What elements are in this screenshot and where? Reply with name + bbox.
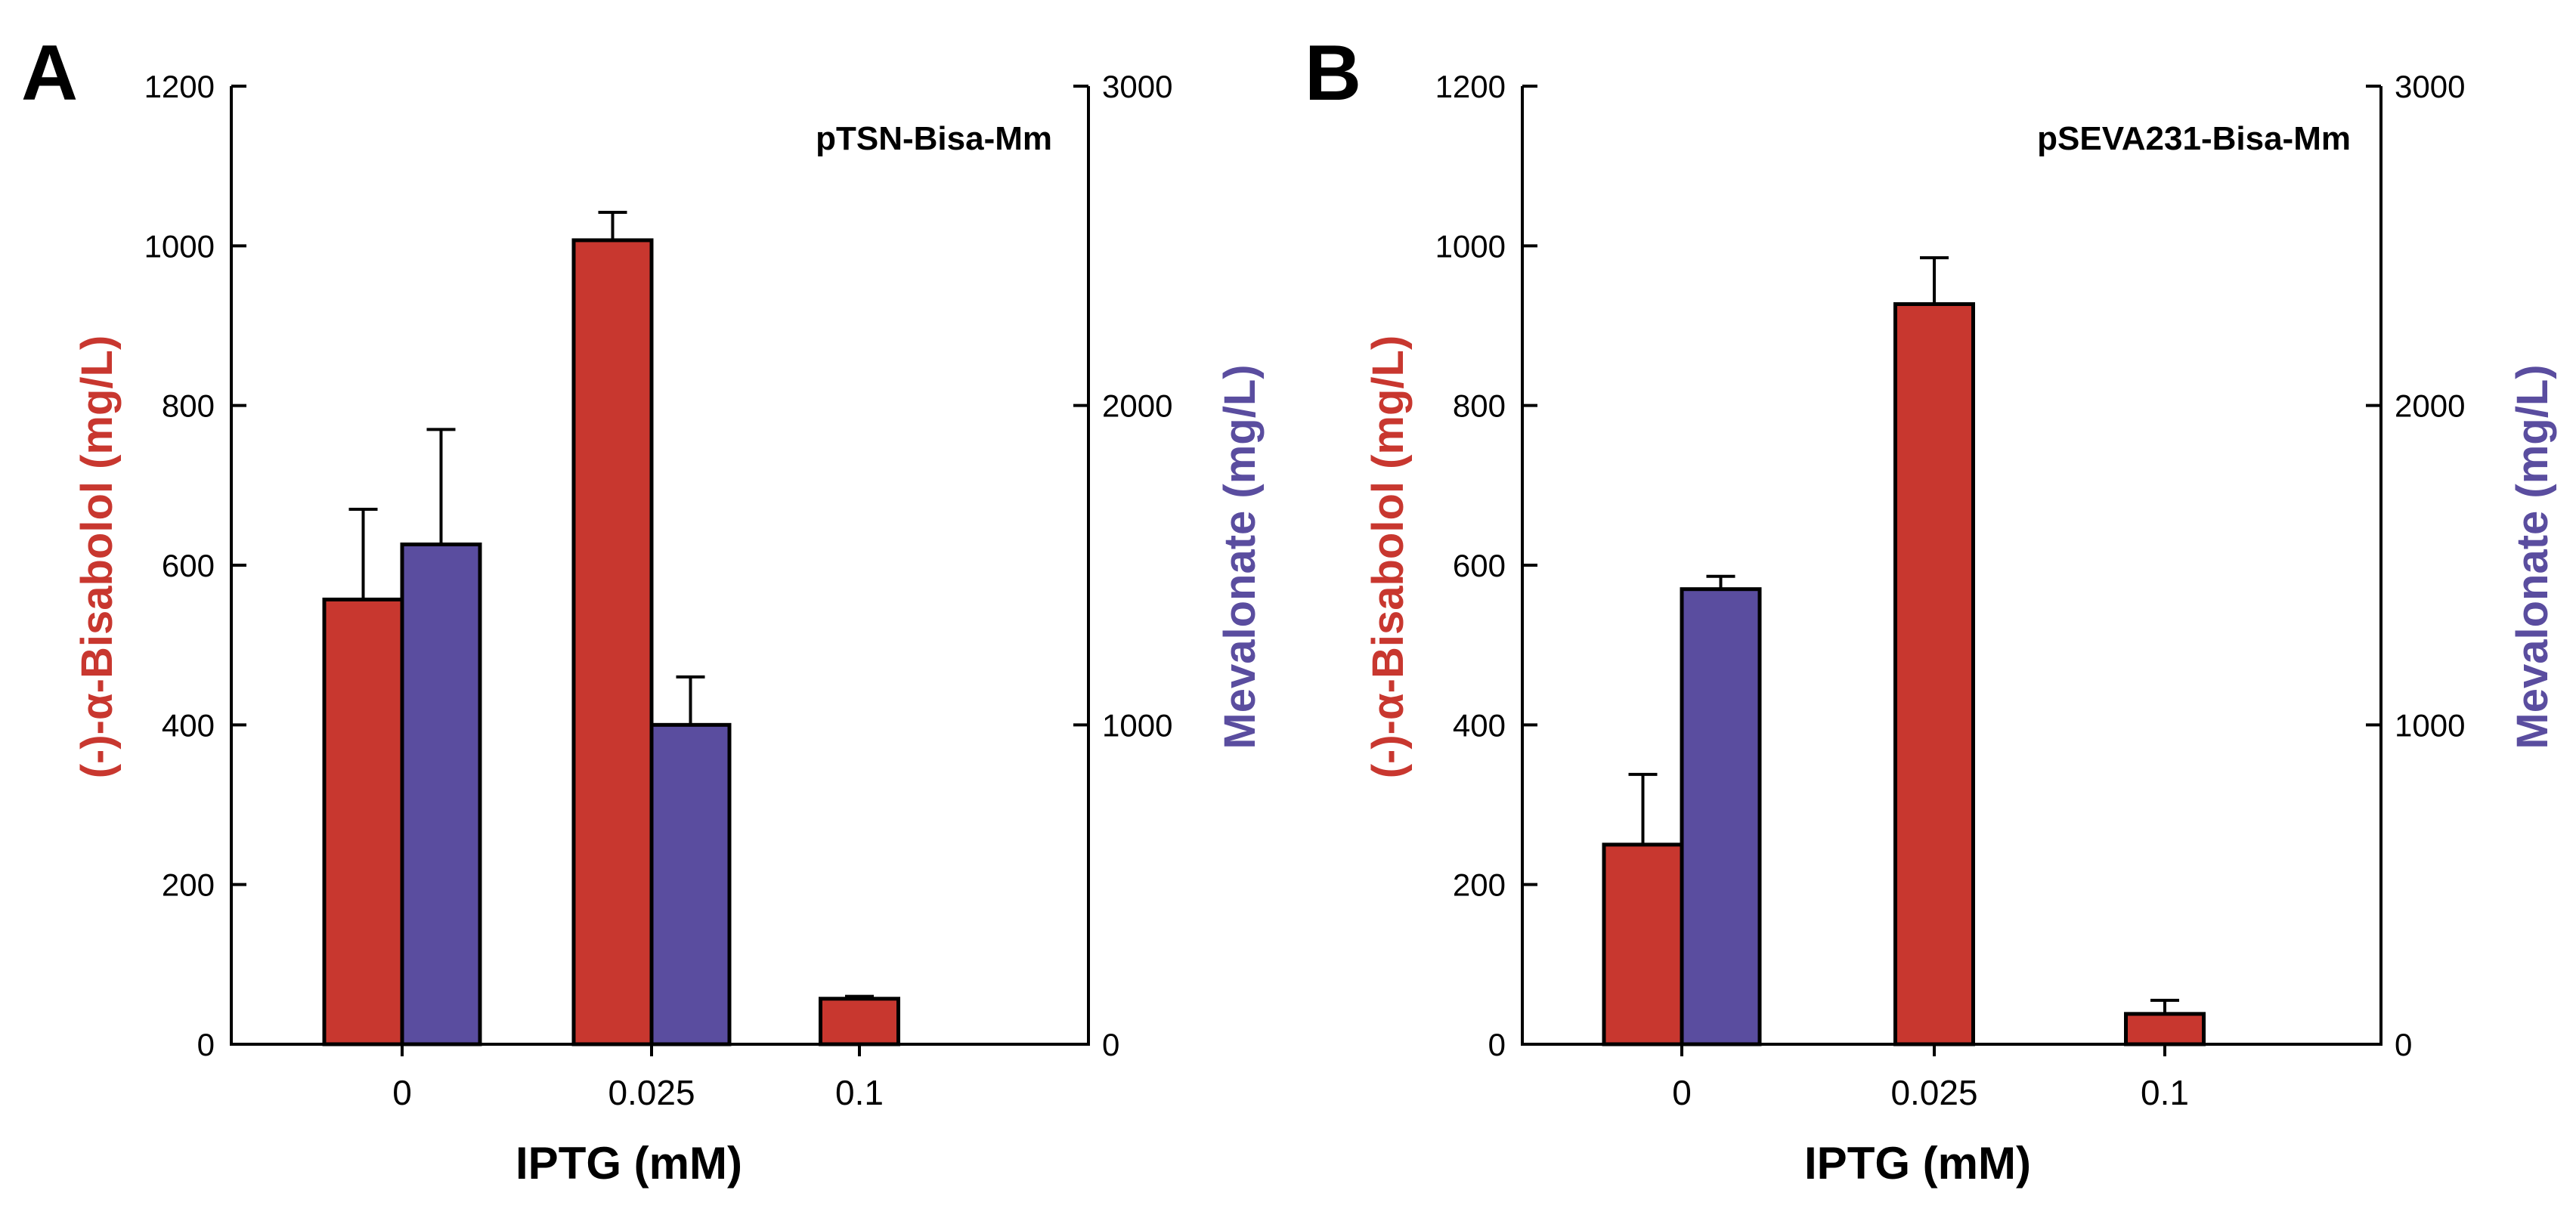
y-tick-label-left: 400 bbox=[1453, 707, 1506, 743]
bar bbox=[322, 597, 404, 1047]
y-tick-label-left: 200 bbox=[1453, 867, 1506, 903]
y-tick-label-right: 2000 bbox=[2395, 388, 2465, 424]
x-tick-label: 0 bbox=[392, 1073, 412, 1112]
panel-b: B pSEVA231-Bisa-Mm (-)-α-Bisabolol (mg/L… bbox=[1305, 29, 2557, 1189]
y-tick-label-right: 1000 bbox=[1102, 707, 1172, 743]
y-tick-label-right: 1000 bbox=[2395, 707, 2465, 743]
y-tick-label-left: 0 bbox=[1488, 1027, 1506, 1062]
y-tick-label-left: 1000 bbox=[144, 228, 215, 264]
y-tick-label-left: 800 bbox=[162, 388, 215, 424]
bar bbox=[1680, 587, 1762, 1047]
y-axis-left-label: (-)-α-Bisabolol (mg/L) bbox=[73, 335, 122, 779]
bar bbox=[400, 543, 482, 1047]
bar bbox=[819, 997, 900, 1047]
y-axis-right-label: Mevalonate (mg/L) bbox=[2508, 364, 2557, 749]
x-axis-label: IPTG (mM) bbox=[516, 1138, 742, 1189]
x-tick-label: 0 bbox=[1672, 1073, 1692, 1112]
bar bbox=[1893, 301, 1975, 1047]
y-tick-label-left: 800 bbox=[1453, 388, 1506, 424]
y-tick-label-right: 0 bbox=[2395, 1027, 2412, 1062]
y-tick-label-right: 0 bbox=[1102, 1027, 1119, 1062]
x-axis-label: IPTG (mM) bbox=[1804, 1138, 2031, 1189]
y-tick-label-right: 2000 bbox=[1102, 388, 1172, 424]
x-tick-label: 0.1 bbox=[2141, 1073, 2189, 1112]
y-tick-label-left: 200 bbox=[162, 867, 215, 903]
bar bbox=[2124, 1012, 2206, 1047]
y-tick-label-left: 1200 bbox=[144, 69, 215, 104]
y-tick-label-right: 3000 bbox=[2395, 69, 2465, 104]
y-axis-left-label: (-)-α-Bisabolol (mg/L) bbox=[1364, 335, 1413, 779]
panel-a: A pTSN-Bisa-Mm (-)-α-Bisabolol (mg/L) Me… bbox=[21, 29, 1265, 1189]
bar bbox=[649, 722, 732, 1047]
x-tick-label: 0.1 bbox=[835, 1073, 884, 1112]
plasmid-annotation: pTSN-Bisa-Mm bbox=[816, 120, 1052, 157]
bar bbox=[1602, 842, 1684, 1047]
y-tick-label-left: 400 bbox=[162, 707, 215, 743]
bar bbox=[571, 238, 654, 1047]
x-tick-label: 0.025 bbox=[1890, 1073, 1977, 1112]
y-tick-label-left: 1200 bbox=[1435, 69, 1506, 104]
y-tick-label-right: 3000 bbox=[1102, 69, 1172, 104]
y-tick-label-left: 1000 bbox=[1435, 228, 1506, 264]
y-tick-label-left: 600 bbox=[1453, 548, 1506, 583]
plasmid-annotation: pSEVA231-Bisa-Mm bbox=[2037, 120, 2351, 157]
x-tick-label: 0.025 bbox=[608, 1073, 695, 1112]
y-tick-label-left: 600 bbox=[162, 548, 215, 583]
y-tick-label-left: 0 bbox=[197, 1027, 215, 1062]
panel-letter: B bbox=[1305, 29, 1361, 117]
panel-letter: A bbox=[21, 29, 78, 117]
y-axis-right-label: Mevalonate (mg/L) bbox=[1215, 364, 1265, 749]
